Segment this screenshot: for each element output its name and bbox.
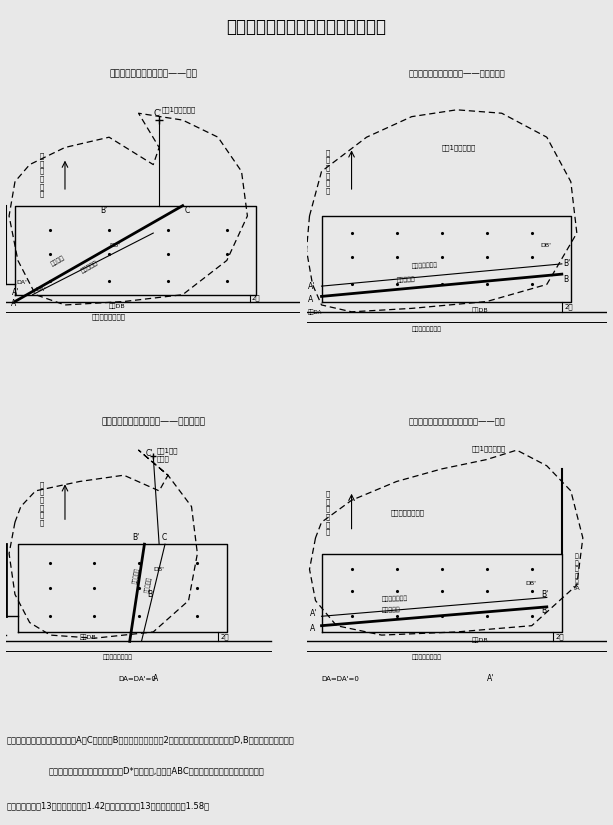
Text: 爆堆1米高岔坡处: 爆堆1米高岔坡处 [442,144,476,151]
Text: 2米: 2米 [556,634,565,640]
Text: B': B' [541,590,548,599]
Text: 然后自该平行线向前冲方向量距离D*松散系数,分别得ABC三点的爆破前冲位置，得放样点。: 然后自该平行线向前冲方向量距离D*松散系数,分别得ABC三点的爆破前冲位置，得放… [48,766,264,776]
Text: A': A' [487,675,494,683]
Text: 爆
破
前
冲
方
向: 爆 破 前 冲 方 向 [326,491,330,535]
Text: A': A' [12,289,20,298]
Text: B': B' [132,534,140,542]
Text: B': B' [101,206,107,215]
Text: C': C' [153,109,161,118]
Text: 爆堆上铲装界线放样设计计算示意图: 爆堆上铲装界线放样设计计算示意图 [226,18,387,35]
Text: 2米: 2米 [221,634,229,640]
Text: 炸矿设计铲装线: 炸矿设计铲装线 [412,262,438,269]
Text: 爆堆1米高
岔坡处: 爆堆1米高 岔坡处 [156,448,178,462]
Text: DB': DB' [109,243,120,248]
Text: DA': DA' [36,287,47,292]
Text: 爆
破
前
冲
方
向: 爆 破 前 冲 方 向 [39,153,44,197]
Text: C: C [184,206,189,215]
Text: 铲装界线与爆破前冲关系——平行近平行: 铲装界线与爆破前冲关系——平行近平行 [101,417,205,427]
Text: 后冲上下平均位置: 后冲上下平均位置 [412,654,441,660]
Text: 铲装界线与爆破前冲关系——垂直近垂直: 铲装界线与爆破前冲关系——垂直近垂直 [408,69,505,78]
Text: DA': DA' [17,280,28,285]
Text: B': B' [563,259,571,268]
Text: 炸矿前沿线: 炸矿前沿线 [145,577,153,593]
Text: A': A' [308,281,315,290]
Text: 测量爆位坡面形状: 测量爆位坡面形状 [390,510,425,516]
Text: 后冲上下平均位置: 后冲上下平均位置 [412,326,441,332]
Text: 松散系数：爆堆13米高以上部分取1.42，爆堆坡面部分13米以下松散系数1.58。: 松散系数：爆堆13米高以上部分取1.42，爆堆坡面部分13米以下松散系数1.58… [6,801,209,810]
Text: 铲装放样线: 铲装放样线 [397,276,416,283]
Text: 后冲上下平均位置: 后冲上下平均位置 [103,654,133,660]
Text: 爆
破
前
冲
方
向: 爆 破 前 冲 方 向 [39,481,44,526]
Text: 计算放样位置：铲装界线两端点A、C及中部点B向最后一排孔线后推2米的平行线作垂线，量取距离D,B点取实体上中间位置: 计算放样位置：铲装界线两端点A、C及中部点B向最后一排孔线后推2米的平行线作垂线… [6,735,294,744]
Text: A: A [308,295,313,304]
Text: 距离DA: 距离DA [308,309,322,314]
Text: DA=DA'=0: DA=DA'=0 [322,676,359,682]
Text: 距离DB: 距离DB [472,637,489,643]
Text: B: B [541,606,546,615]
Text: 2米: 2米 [565,304,573,310]
Text: 距离DB: 距离DB [80,634,96,640]
Text: 铲装前沿线: 铲装前沿线 [132,567,141,584]
Text: 2米: 2米 [252,295,261,301]
Text: 铲装界线与爆破前冲关系——相交: 铲装界线与爆破前冲关系——相交 [109,69,197,78]
Text: C: C [162,534,167,542]
Text: 起爆上下平均位置: 起爆上下平均位置 [92,314,126,320]
Text: A: A [310,625,314,634]
Text: 距离DB: 距离DB [109,304,126,309]
Text: A': A' [310,609,317,618]
Text: B: B [563,275,568,284]
Text: 爆堆1米高岔坡处: 爆堆1米高岔坡处 [162,106,196,113]
Text: DB': DB' [153,567,164,572]
Text: 距离DB: 距离DB [472,307,489,313]
Text: DB': DB' [541,243,552,248]
Text: C': C' [146,449,153,458]
Text: 铲装界线与爆破前冲及位置关系——边部: 铲装界线与爆破前冲及位置关系——边部 [408,417,505,427]
Text: DA=DA'=0: DA=DA'=0 [118,676,156,682]
Text: 炸药前沿线: 炸药前沿线 [80,260,99,275]
Text: A: A [10,299,16,308]
Text: 张
量
设
计
图
YA: 张 量 设 计 图 YA [573,554,581,591]
Text: 爆
破
前
冲
方
向: 爆 破 前 冲 方 向 [326,149,330,194]
Text: B: B [147,590,153,599]
Text: 炸矿设计铲装线: 炸矿设计铲装线 [381,596,408,602]
Text: 铲装界线: 铲装界线 [50,254,66,266]
Text: DB': DB' [526,581,537,586]
Text: 铲装放样线: 铲装放样线 [381,606,400,612]
Text: 爆堆1米高岔坡处: 爆堆1米高岔坡处 [472,446,506,452]
Text: A: A [153,675,159,683]
